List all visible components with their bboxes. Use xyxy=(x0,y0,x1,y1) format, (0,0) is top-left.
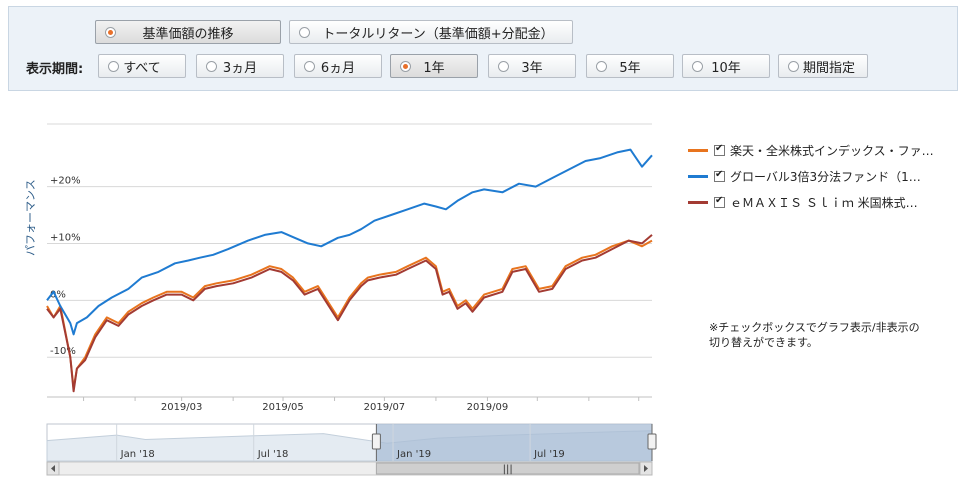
legend-label[interactable]: ｅＭＡＸＩＳ Ｓｌｉｍ 米国株式… xyxy=(730,195,918,210)
radio-icon xyxy=(788,61,799,72)
mode-button-total-return[interactable]: トータルリターン（基準価額+分配金） xyxy=(289,20,573,44)
period-button-5y-label: 5年 xyxy=(619,60,641,76)
radio-icon xyxy=(304,61,315,72)
period-button-10y-label: 10年 xyxy=(711,60,741,76)
legend-item[interactable]: グローバル3倍3分法ファンド（1… xyxy=(688,163,958,189)
series-line xyxy=(46,234,653,393)
period-button-10y[interactable]: 10年 xyxy=(682,54,770,78)
series-line xyxy=(46,148,653,336)
legend-checkbox[interactable] xyxy=(714,195,725,208)
y-axis-ticks: +20% +10% 0% -10% xyxy=(50,176,81,358)
control-panel: 基準価額の推移 トータルリターン（基準価額+分配金） 表示期間: すべて 3ヵ月… xyxy=(8,6,958,91)
radio-icon xyxy=(105,27,116,38)
period-button-6m[interactable]: 6ヵ月 xyxy=(294,54,382,78)
period-button-3m[interactable]: 3ヵ月 xyxy=(196,54,284,78)
radio-icon xyxy=(498,61,509,72)
mode-button-nav[interactable]: 基準価額の推移 xyxy=(95,20,281,44)
period-button-3y[interactable]: 3年 xyxy=(488,54,576,78)
period-label: 表示期間: xyxy=(26,62,84,77)
radio-icon xyxy=(206,61,217,72)
x-tick-label: 2019/05 xyxy=(262,402,304,413)
x-tick-label: 2019/07 xyxy=(364,402,406,413)
y-tick-label: -10% xyxy=(50,346,76,357)
period-button-1y[interactable]: 1年 xyxy=(390,54,478,78)
x-tick-label: 2019/09 xyxy=(467,402,509,413)
period-button-5y[interactable]: 5年 xyxy=(586,54,674,78)
legend-swatch xyxy=(688,174,708,178)
navigator-handle[interactable] xyxy=(647,433,657,450)
radio-icon xyxy=(299,27,310,38)
y-tick-label: 0% xyxy=(50,289,66,300)
y-tick-label: +10% xyxy=(50,232,81,243)
scroll-right-arrow-icon xyxy=(644,465,648,472)
legend-item[interactable]: 楽天・全米株式インデックス・ファ… xyxy=(688,137,958,163)
x-tick-label: 2019/03 xyxy=(161,402,203,413)
legend-swatch xyxy=(688,200,708,204)
legend-swatch xyxy=(688,148,708,152)
navigator-tick-label: Jan '18 xyxy=(120,449,155,460)
radio-icon xyxy=(400,61,411,72)
legend-item[interactable]: ｅＭＡＸＩＳ Ｓｌｉｍ 米国株式… xyxy=(688,189,958,215)
y-axis-label: パフォーマンス xyxy=(24,179,37,256)
scrollbar-grip-icon: ||| xyxy=(503,464,513,475)
period-button-all-label: すべて xyxy=(123,60,161,76)
legend-label[interactable]: 楽天・全米株式インデックス・ファ… xyxy=(730,143,934,158)
radio-icon xyxy=(596,61,607,72)
legend: 楽天・全米株式インデックス・ファ… グローバル3倍3分法ファンド（1… ｅＭＡＸ… xyxy=(688,137,958,215)
series-line xyxy=(46,239,653,390)
scroll-left-arrow-icon xyxy=(51,465,55,472)
y-tick-label: +20% xyxy=(50,176,81,187)
legend-note: ※チェックボックスでグラフ表示/非表示の 切り替えができます。 xyxy=(709,321,920,349)
legend-label[interactable]: グローバル3倍3分法ファンド（1… xyxy=(730,169,921,184)
legend-checkbox[interactable] xyxy=(714,143,725,156)
period-button-custom-label: 期間指定 xyxy=(802,60,855,76)
period-button-1y-label: 1年 xyxy=(423,60,445,76)
radio-icon xyxy=(108,61,119,72)
mode-button-total-return-label: トータルリターン（基準価額+分配金） xyxy=(322,26,554,42)
series-lines xyxy=(46,148,653,393)
period-button-custom[interactable]: 期間指定 xyxy=(778,54,868,78)
navigator[interactable]: Jan '18 Jul '18 Jan '19 Jul '19 ||| xyxy=(46,423,657,476)
x-axis-ticks: 2019/03 2019/05 2019/07 2019/09 xyxy=(83,397,640,413)
navigator-tick-label: Jan '19 xyxy=(396,449,431,460)
navigator-selection xyxy=(376,424,652,461)
period-button-3y-label: 3年 xyxy=(521,60,543,76)
legend-checkbox[interactable] xyxy=(714,169,725,182)
scrollbar-thumb[interactable] xyxy=(375,462,640,475)
radio-icon xyxy=(692,61,703,72)
navigator-tick-label: Jul '19 xyxy=(533,449,565,460)
mode-button-nav-label: 基準価額の推移 xyxy=(142,26,234,42)
period-button-6m-label: 6ヵ月 xyxy=(320,60,356,76)
navigator-tick-label: Jul '18 xyxy=(257,449,289,460)
navigator-handle[interactable] xyxy=(371,433,381,450)
period-button-3m-label: 3ヵ月 xyxy=(222,60,258,76)
chart-grid xyxy=(47,123,652,398)
period-button-all[interactable]: すべて xyxy=(98,54,186,78)
